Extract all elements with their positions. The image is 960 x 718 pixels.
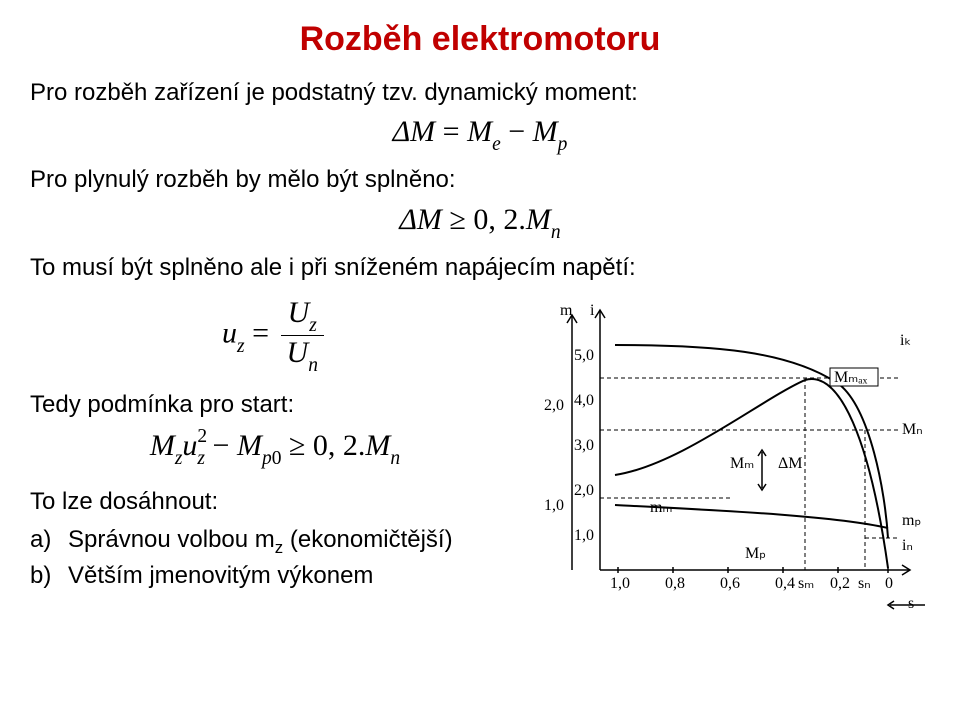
eq4-uz: u (182, 429, 197, 462)
eq3-Uz-sub: z (309, 315, 317, 336)
eq3-uz: u (222, 317, 237, 350)
motor-startup-chart: m 2,0 1,0 i 5,0 4,0 3,0 2,0 1,0 1,0 0,8 … (530, 290, 930, 620)
eq4-n-sub: n (390, 448, 400, 469)
chart-ylabel-20: 2,0 (544, 397, 564, 414)
para-1: Pro rozběh zařízení je podstatný tzv. dy… (30, 77, 930, 109)
equation-3: uz = Uz Un (30, 296, 520, 375)
eq4-Mp0: M (237, 429, 262, 462)
list-b-label: b) (30, 562, 68, 590)
eq1-minus: − (508, 115, 525, 148)
chart-ylabel-i: i (590, 302, 595, 319)
eq4-uz-sub: z (197, 448, 205, 469)
chart-x-08: 0,8 (665, 575, 685, 592)
chart-x-sn: sₙ (858, 575, 871, 592)
eq1-mp: M (533, 115, 558, 148)
list-item-b: b) Větším jmenovitým výkonem (30, 562, 520, 590)
chart-container: m 2,0 1,0 i 5,0 4,0 3,0 2,0 1,0 1,0 0,8 … (530, 290, 930, 627)
eq4-ge: ≥ (289, 429, 305, 462)
chart-x-02: 0,2 (830, 575, 850, 592)
chart-x-04: 0,4 (775, 575, 795, 592)
eq3-Un-sub: n (308, 355, 318, 376)
list-a-text: Správnou volbou mz (ekonomičtější) (68, 526, 453, 558)
eq4-coef: 0, 2. (313, 429, 366, 462)
eq4-z-sub: z (175, 448, 183, 469)
chart-yi-40: 4,0 (574, 392, 594, 409)
eq1-eq: = (443, 115, 460, 148)
eq3-z-sub: z (237, 336, 245, 357)
eq4-p0-p: p (262, 448, 272, 469)
chart-x-sm: sₘ (798, 575, 814, 592)
eq4-sq: 2 (197, 426, 207, 447)
chart-lbl-Mp-big: Mₚ (745, 545, 766, 562)
eq4-p0-sub: p0 (262, 448, 282, 469)
para-5: To lze dosáhnout: (30, 486, 520, 518)
equation-4: Mzu2z − Mp0 ≥ 0, 2.Mn (30, 428, 520, 468)
page-title: Rozběh elektromotoru (30, 20, 930, 59)
eq1-dm: ΔM (393, 115, 436, 148)
chart-lbl-in: iₙ (902, 537, 913, 554)
eq3-Un: U (287, 336, 309, 369)
para-4: Tedy podmínka pro start: (30, 389, 520, 421)
chart-lbl-ik: iₖ (900, 332, 911, 349)
eq2-mn: M (526, 203, 551, 236)
eq1-me: M (467, 115, 492, 148)
list-a-txt1: Správnou volbou m (68, 526, 275, 553)
eq3-eq: = (252, 317, 269, 350)
eq2-n-sub: n (551, 222, 561, 243)
para-2: Pro plynulý rozběh by mělo být splněno: (30, 164, 930, 196)
list-b-text: Větším jmenovitým výkonem (68, 562, 373, 590)
chart-lbl-mp: mₚ (902, 512, 921, 529)
eq1-e-sub: e (492, 134, 501, 155)
eq2-coef: 0, 2. (473, 203, 526, 236)
eq4-Mz: M (150, 429, 175, 462)
list-a-sub: z (275, 538, 283, 557)
chart-yi-20: 2,0 (574, 482, 594, 499)
list-a-tail: (ekonomičtější) (283, 526, 452, 553)
para-3: To musí být splněno ale i při sníženém n… (30, 252, 930, 284)
title-text: Rozběh elektromotoru (300, 20, 661, 58)
eq4-minus: − (213, 429, 230, 462)
eq2-dm: ΔM (399, 203, 442, 236)
chart-lbl-dm: ΔM (778, 455, 803, 472)
chart-x-06: 0,6 (720, 575, 740, 592)
eq2-ge: ≥ (449, 203, 465, 236)
equation-2: ΔM ≥ 0, 2.Mn (30, 203, 930, 242)
eq3-frac: Uz Un (281, 296, 324, 375)
eq1-p-sub: p (558, 134, 568, 155)
chart-yi-10: 1,0 (574, 527, 594, 544)
list-a-label: a) (30, 526, 68, 558)
chart-x-10: 1,0 (610, 575, 630, 592)
chart-axis-s: s (908, 595, 914, 612)
eq3-Uz: U (288, 296, 310, 329)
list-item-a: a) Správnou volbou mz (ekonomičtější) (30, 526, 520, 558)
chart-lbl-mm-big: Mₘ (730, 455, 754, 472)
chart-lbl-mn: Mₙ (902, 421, 923, 438)
eq4-p0-0: 0 (272, 448, 282, 469)
equation-1: ΔM = Me − Mp (30, 115, 930, 154)
chart-ylabel-m: m (560, 302, 573, 319)
chart-ylabel-10: 1,0 (544, 497, 564, 514)
chart-yi-30: 3,0 (574, 437, 594, 454)
answer-list: a) Správnou volbou mz (ekonomičtější) b)… (30, 526, 520, 590)
chart-lbl-mmax: Mₘₐₓ (834, 369, 868, 386)
eq4-Mn: M (365, 429, 390, 462)
chart-x-0: 0 (885, 575, 893, 592)
chart-yi-50: 5,0 (574, 347, 594, 364)
